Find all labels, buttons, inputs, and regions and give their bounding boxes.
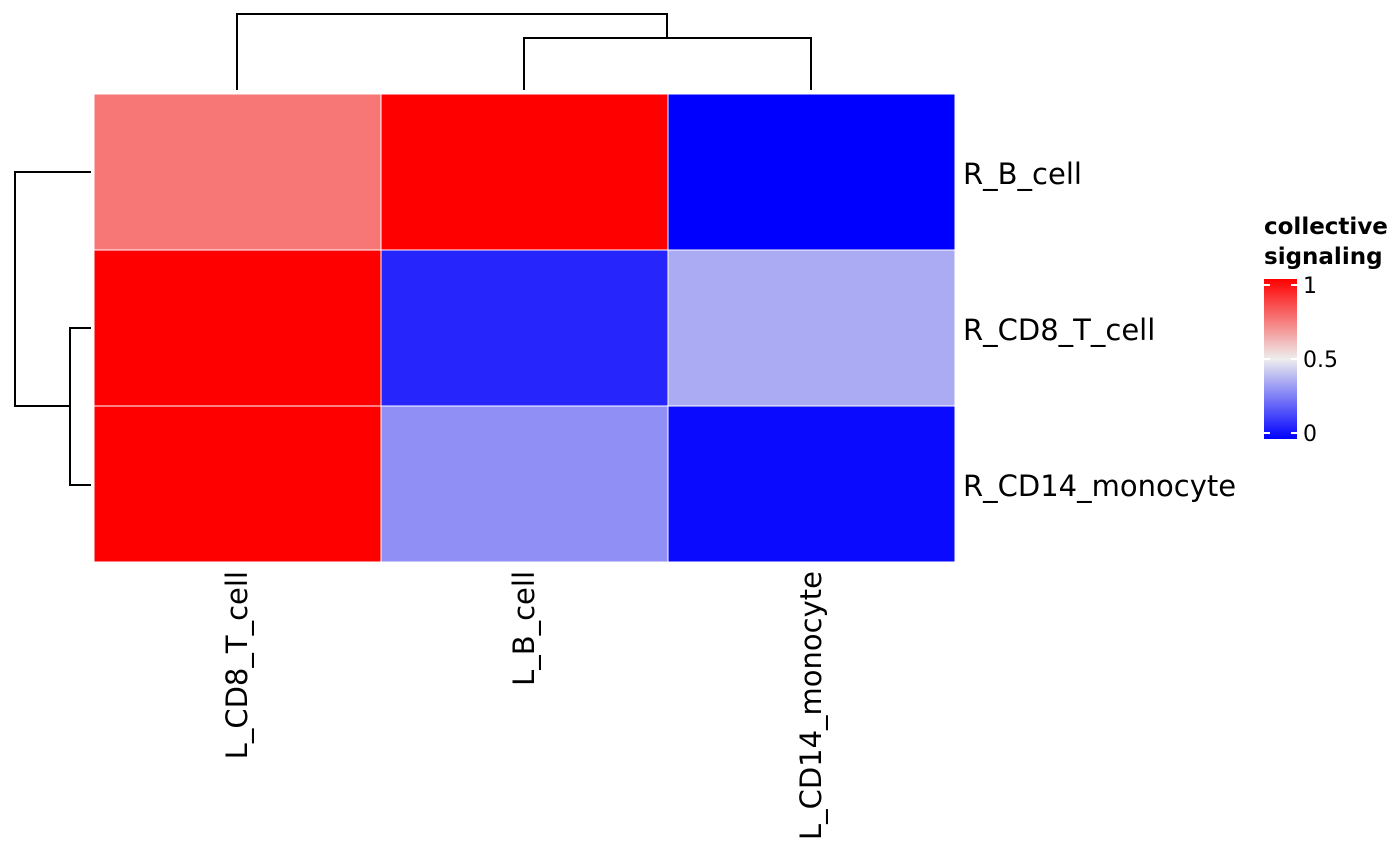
- legend-title-line-2: signaling: [1264, 244, 1383, 270]
- row-dendrogram-branch-root: [14, 171, 91, 407]
- color-legend: collective signaling 10.50: [1264, 214, 1388, 447]
- heatmap-cell-r-cd14-monocyte-l-cd14-monocyte: [667, 405, 956, 563]
- column-label-l-b-cell: L_B_cell: [507, 571, 541, 686]
- heatmap-cell-r-b-cell-l-cd8-t-cell: [93, 93, 382, 251]
- column-label-l-cd8-t-cell: L_CD8_T_cell: [220, 571, 254, 759]
- row-labels: R_B_cell R_CD8_T_cell R_CD14_monocyte: [963, 157, 1236, 503]
- legend-title-line-1: collective: [1264, 214, 1388, 240]
- legend-tick-label-0: 1: [1303, 274, 1317, 299]
- heatmap-cell-r-b-cell-l-cd14-monocyte: [667, 93, 956, 251]
- row-dendrogram: [14, 171, 91, 486]
- heatmap-cell-r-cd8-t-cell-l-b-cell: [380, 249, 669, 407]
- row-label-r-b-cell: R_B_cell: [963, 157, 1082, 191]
- legend-ticks: 10.50: [1264, 274, 1338, 447]
- heatmap-cells: [93, 93, 956, 563]
- column-dendrogram: [236, 13, 812, 90]
- legend-tick-label-1: 0.5: [1303, 348, 1338, 373]
- heatmap-cell-r-b-cell-l-b-cell: [380, 93, 669, 251]
- heatmap-cell-r-cd14-monocyte-l-cd8-t-cell: [93, 405, 382, 563]
- column-labels: L_CD8_T_cell L_B_cell L_CD14_monocyte: [220, 571, 828, 840]
- column-dendrogram-branch-root: [236, 13, 668, 90]
- column-dendrogram-branch-bc-mono: [523, 37, 812, 90]
- legend-tick-label-2: 0: [1303, 422, 1317, 447]
- row-dendrogram-branch-cd8-mono: [69, 327, 91, 486]
- row-label-r-cd8-t-cell: R_CD8_T_cell: [963, 313, 1155, 347]
- heatmap-cell-r-cd8-t-cell-l-cd8-t-cell: [93, 249, 382, 407]
- row-label-r-cd14-monocyte: R_CD14_monocyte: [963, 469, 1236, 503]
- heatmap-cell-r-cd8-t-cell-l-cd14-monocyte: [667, 249, 956, 407]
- heatmap-cell-r-cd14-monocyte-l-b-cell: [380, 405, 669, 563]
- column-label-l-cd14-monocyte: L_CD14_monocyte: [794, 571, 828, 840]
